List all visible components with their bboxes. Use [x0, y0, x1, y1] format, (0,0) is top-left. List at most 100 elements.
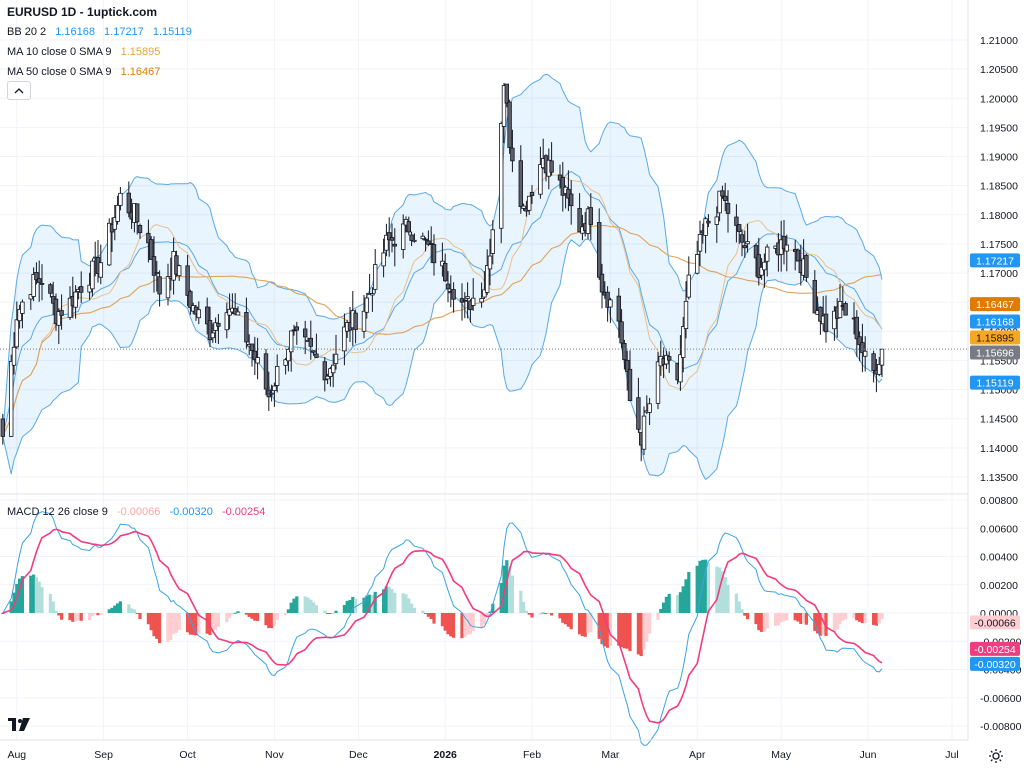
candle[interactable]	[384, 223, 389, 257]
candle[interactable]	[118, 187, 123, 211]
candle[interactable]	[529, 185, 535, 204]
candle[interactable]	[56, 308, 61, 345]
candle[interactable]	[342, 313, 347, 366]
candle[interactable]	[372, 249, 378, 294]
candle[interactable]	[507, 99, 512, 154]
candle[interactable]	[470, 278, 476, 311]
candle[interactable]	[765, 244, 770, 277]
candle[interactable]	[695, 240, 700, 275]
candle[interactable]	[641, 406, 647, 456]
macd-legend[interactable]: MACD 12 26 close 9 -0.00066 -0.00320 -0.…	[7, 505, 265, 519]
candle[interactable]	[860, 323, 865, 373]
macd-pane[interactable]	[1, 511, 884, 746]
candle[interactable]	[504, 83, 509, 108]
candle[interactable]	[426, 230, 431, 246]
candle[interactable]	[616, 287, 621, 338]
candle[interactable]	[857, 331, 862, 362]
candle[interactable]	[597, 208, 602, 281]
candle[interactable]	[678, 335, 683, 391]
candle[interactable]	[683, 281, 689, 339]
candle[interactable]	[681, 316, 686, 373]
candle[interactable]	[311, 350, 316, 356]
candle[interactable]	[73, 285, 78, 319]
candle[interactable]	[518, 145, 523, 214]
candle[interactable]	[308, 320, 313, 360]
last-price-tag[interactable]: 1.15696	[970, 345, 1020, 360]
candle[interactable]	[90, 258, 95, 297]
candle[interactable]	[232, 293, 238, 316]
time-tick-label[interactable]: Jul	[945, 749, 958, 761]
time-tick-label[interactable]: Aug	[7, 749, 26, 761]
candle[interactable]	[14, 301, 19, 349]
candle[interactable]	[560, 161, 565, 212]
candle[interactable]	[207, 306, 213, 348]
candle[interactable]	[283, 357, 288, 375]
candle[interactable]	[706, 214, 711, 227]
collapse-legend-button[interactable]	[7, 81, 31, 100]
candle[interactable]	[353, 309, 358, 344]
candle[interactable]	[392, 228, 397, 267]
gear-icon[interactable]	[988, 748, 1004, 769]
candle[interactable]	[854, 310, 859, 357]
candle[interactable]	[745, 223, 750, 253]
candle[interactable]	[871, 350, 876, 383]
candle[interactable]	[274, 354, 280, 393]
candle[interactable]	[59, 294, 64, 330]
candle[interactable]	[126, 181, 131, 218]
candle[interactable]	[31, 267, 36, 302]
time-tick-label[interactable]: Nov	[265, 749, 284, 761]
time-tick-label[interactable]: Apr	[689, 749, 706, 761]
candle[interactable]	[188, 289, 193, 315]
candle[interactable]	[804, 253, 809, 282]
candle[interactable]	[146, 219, 151, 263]
candle[interactable]	[8, 354, 14, 437]
candle[interactable]	[510, 129, 515, 173]
candle[interactable]	[569, 180, 574, 225]
candle[interactable]	[655, 351, 661, 410]
candle[interactable]	[667, 351, 672, 373]
candle[interactable]	[501, 82, 507, 144]
candle[interactable]	[137, 223, 143, 239]
candle[interactable]	[739, 229, 745, 257]
candle[interactable]	[703, 216, 708, 254]
candle[interactable]	[734, 204, 739, 243]
candle[interactable]	[737, 224, 742, 244]
time-tick-label[interactable]: Dec	[349, 749, 368, 761]
candle[interactable]	[484, 249, 490, 296]
candle[interactable]	[185, 254, 190, 307]
candle[interactable]	[577, 193, 582, 233]
candle[interactable]	[409, 231, 414, 247]
candle[interactable]	[151, 236, 157, 293]
candle[interactable]	[795, 248, 801, 262]
candle[interactable]	[34, 262, 39, 285]
candle[interactable]	[361, 295, 367, 339]
time-tick-label[interactable]: Feb	[523, 749, 541, 761]
candle[interactable]	[428, 226, 434, 264]
price-candles[interactable]	[0, 82, 968, 462]
candle[interactable]	[112, 204, 117, 241]
candle[interactable]	[389, 223, 395, 253]
candle[interactable]	[294, 321, 299, 345]
candle[interactable]	[333, 334, 339, 370]
candle[interactable]	[288, 330, 294, 372]
time-tick-label[interactable]: Oct	[179, 749, 195, 761]
candle[interactable]	[244, 297, 249, 349]
candle[interactable]	[134, 203, 140, 235]
candle[interactable]	[406, 216, 411, 236]
candle[interactable]	[412, 233, 417, 243]
candle[interactable]	[431, 234, 437, 276]
candle[interactable]	[753, 243, 759, 277]
candle[interactable]	[157, 270, 162, 307]
candle[interactable]	[843, 301, 848, 316]
candle[interactable]	[717, 190, 722, 222]
candle[interactable]	[115, 195, 120, 225]
candle[interactable]	[625, 350, 630, 391]
candle[interactable]	[465, 282, 470, 319]
candle[interactable]	[269, 384, 274, 402]
candle[interactable]	[154, 260, 159, 292]
candle[interactable]	[756, 237, 761, 286]
candle[interactable]	[647, 397, 652, 426]
candle[interactable]	[20, 299, 25, 329]
candle[interactable]	[364, 292, 369, 319]
candle[interactable]	[423, 237, 428, 252]
